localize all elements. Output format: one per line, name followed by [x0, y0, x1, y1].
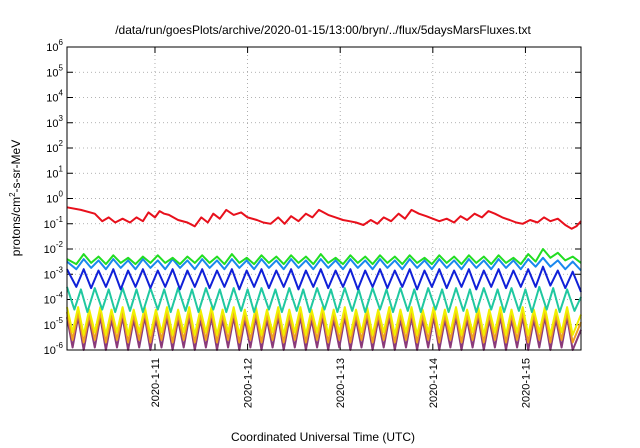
- x-tick-label: 2020-1-14: [428, 358, 440, 408]
- y-tick-label: 10-4: [44, 291, 64, 307]
- x-tick-label: 2020-1-12: [243, 358, 255, 408]
- series-line: [66, 265, 582, 293]
- plot-frame: [66, 46, 582, 351]
- chart-title: /data/run/goesPlots/archive/2020-01-15/1…: [115, 23, 531, 37]
- y-tick-label: 102: [46, 139, 63, 155]
- y-tick-label: 101: [46, 164, 63, 180]
- y-tick-label: 10-3: [44, 265, 64, 281]
- y-tick-labels: 10-6 10-5 10-4 10-3 10-2 10-1 100 101 102 103 104 1…: [44, 38, 64, 357]
- y-tick-label: 105: [46, 63, 63, 79]
- series-layer: [66, 206, 582, 351]
- x-tick-label: 2020-1-11: [150, 358, 162, 407]
- y-tick-label: 100: [46, 190, 63, 206]
- series-line: [66, 256, 582, 272]
- series-line: [66, 285, 582, 314]
- y-tick-label: 10-1: [44, 215, 64, 231]
- x-axis-label: Coordinated Universal Time (UTC): [231, 430, 415, 444]
- y-tick-label: 10-2: [44, 240, 64, 256]
- y-tick-label: 10-5: [44, 316, 64, 332]
- series-line: [66, 248, 582, 266]
- x-tick-labels: 2020-1-11 2020-1-12 2020-1-13 2020-1-14 2020…: [150, 358, 532, 408]
- series-line: [66, 206, 582, 230]
- y-tick-label: 10-6: [44, 341, 64, 357]
- grid: [67, 46, 581, 351]
- x-tick-label: 2020-1-15: [520, 358, 532, 408]
- y-tick-label: 106: [46, 38, 63, 54]
- x-tick-label: 2020-1-13: [335, 358, 347, 408]
- y-tick-label: 104: [46, 89, 63, 105]
- y-axis-label: protons/cm2-s-sr-MeV: [8, 140, 23, 256]
- y-tick-label: 103: [46, 114, 63, 130]
